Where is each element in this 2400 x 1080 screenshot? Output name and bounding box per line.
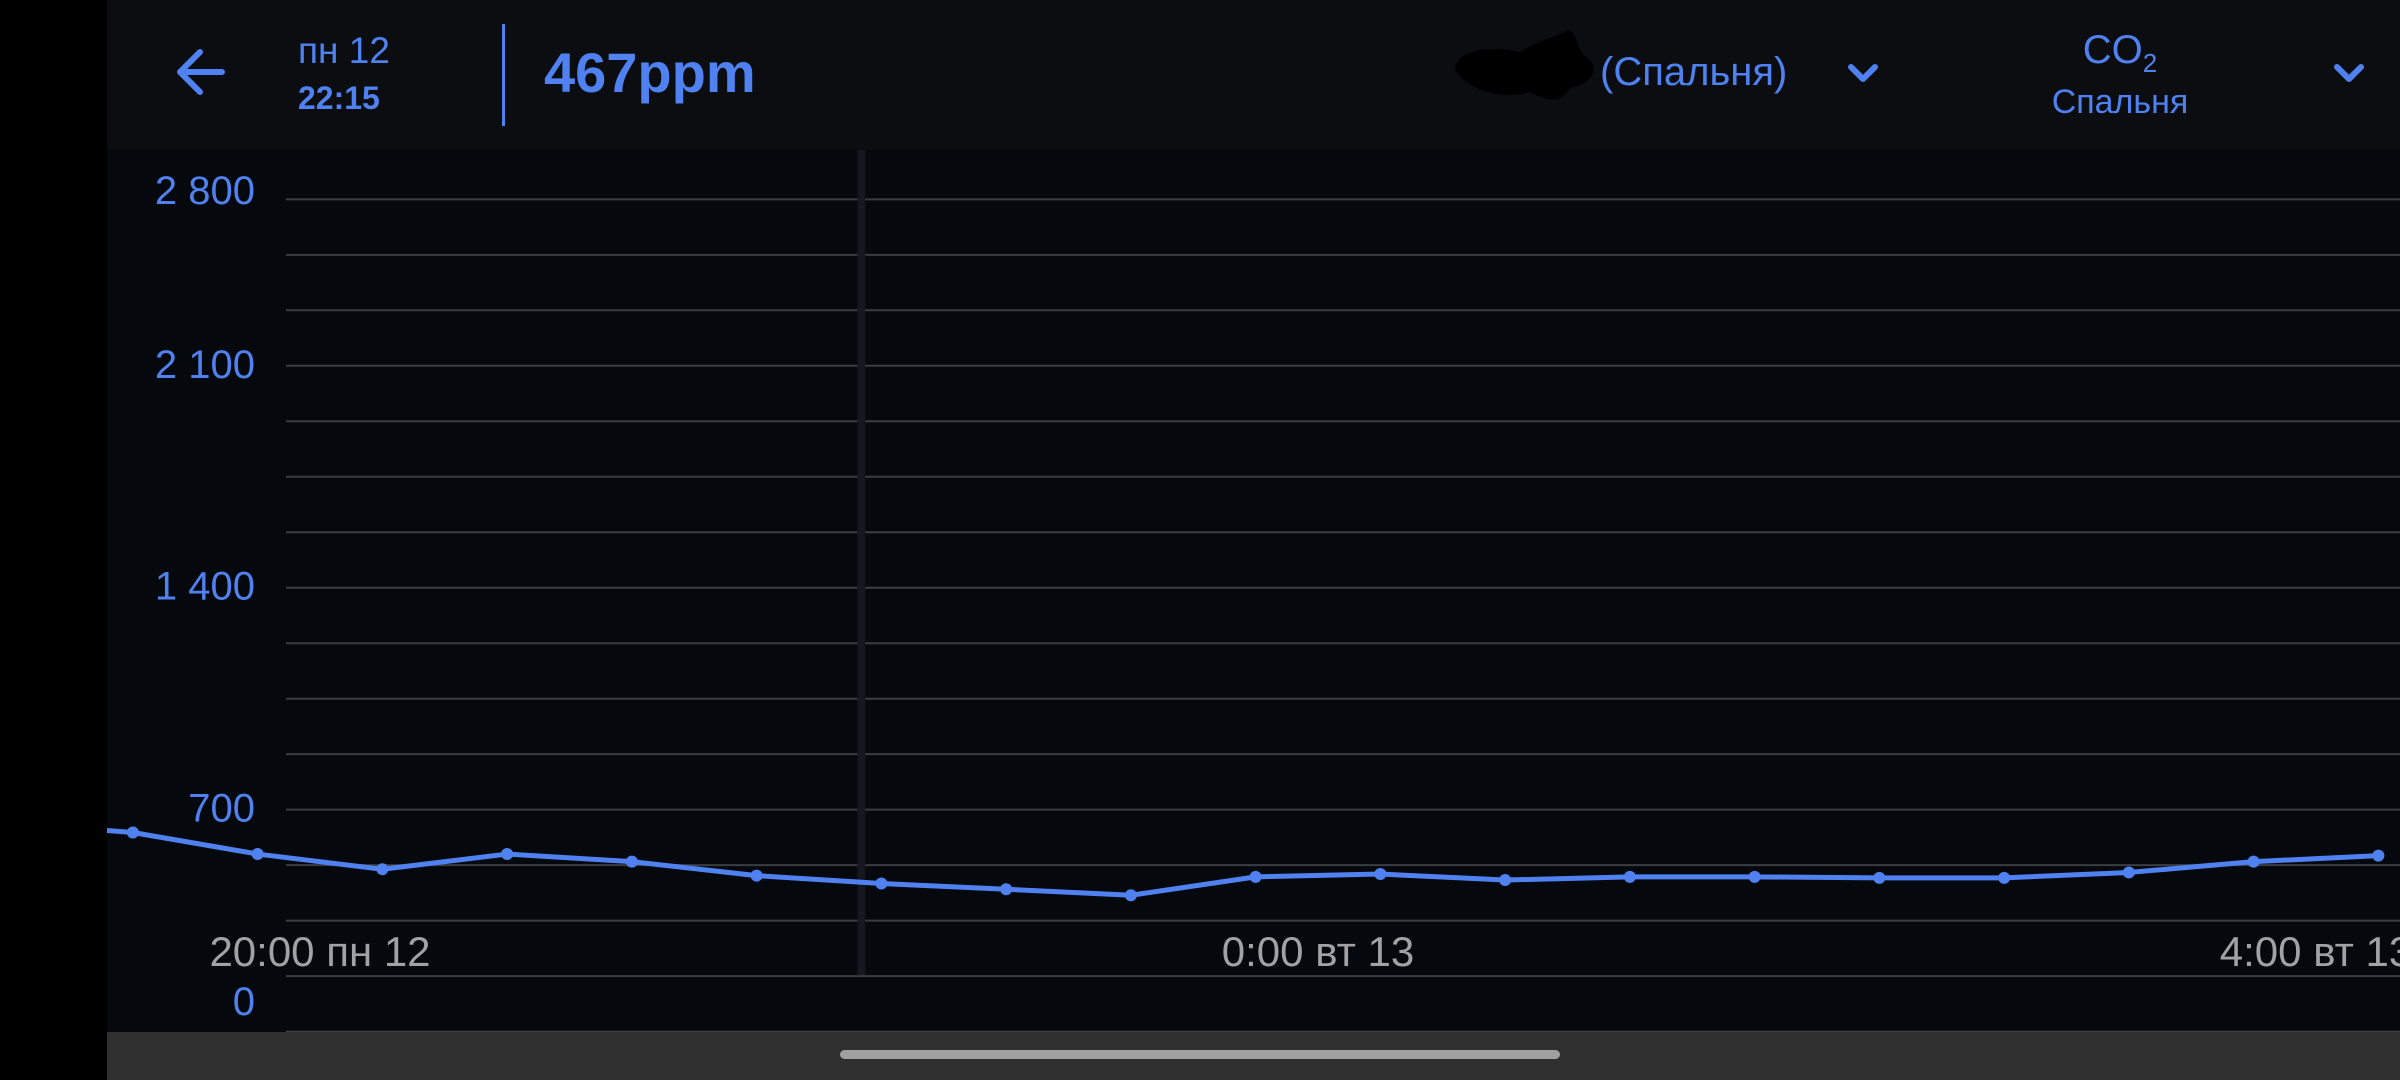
metric-subscript: 2 <box>2142 48 2158 78</box>
data-point <box>750 869 763 882</box>
header-bar <box>107 0 2400 150</box>
data-point <box>501 848 514 861</box>
data-point <box>1374 868 1387 881</box>
header-divider <box>502 24 505 126</box>
home-indicator[interactable] <box>840 1050 1560 1059</box>
y-tick-label: 2 100 <box>155 343 255 387</box>
chevron-down-icon[interactable] <box>1846 62 1880 86</box>
chart-area[interactable] <box>107 150 2400 1032</box>
data-point <box>1998 871 2011 884</box>
date-label: пн 12 <box>298 30 390 71</box>
series-line <box>106 828 2379 898</box>
data-point <box>126 826 139 839</box>
time-label: 22:15 <box>298 80 380 116</box>
data-point <box>2122 866 2135 879</box>
data-point <box>1623 870 1636 883</box>
data-point <box>1000 883 1013 896</box>
data-point <box>1124 889 1137 902</box>
x-tick-label: 4:00 вт 13 <box>2220 928 2400 975</box>
data-point <box>1873 871 1886 884</box>
current-value: 467ppm <box>544 41 756 104</box>
data-point <box>1249 870 1262 883</box>
data-point <box>251 848 264 861</box>
y-tick-label: 2 800 <box>155 169 255 213</box>
data-point <box>1499 874 1512 887</box>
x-tick-label: 0:00 вт 13 <box>1222 928 1414 975</box>
left-edge <box>0 0 107 1080</box>
data-point <box>2372 849 2385 862</box>
data-point <box>376 863 389 876</box>
y-tick-label: 0 <box>233 980 255 1024</box>
arrow-left-icon[interactable] <box>172 42 232 102</box>
metric-name: CO <box>2082 28 2143 72</box>
metric-room: Спальня <box>2051 83 2189 121</box>
x-tick-label: 20:00 пн 12 <box>209 928 430 975</box>
data-point <box>875 877 888 890</box>
data-point <box>2247 855 2260 868</box>
metric-selector[interactable]: CO2 Спальня <box>2000 28 2240 122</box>
y-tick-label: 700 <box>188 787 255 831</box>
device-selector[interactable]: (Спальня) <box>1600 50 1788 94</box>
data-point <box>1748 870 1761 883</box>
y-tick-label: 1 400 <box>155 565 255 609</box>
chevron-down-icon[interactable] <box>2332 62 2366 86</box>
redacted-mark <box>1455 30 1594 100</box>
data-point <box>625 855 638 868</box>
